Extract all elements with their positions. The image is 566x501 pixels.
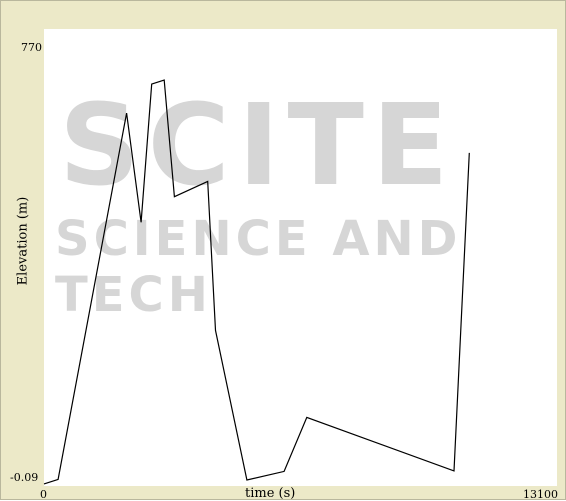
y-axis-label: Elevation (m) — [15, 196, 31, 286]
elevation-line — [43, 79, 470, 485]
y-tick-label-min: -0.09 — [10, 471, 39, 484]
plot-area — [44, 29, 557, 486]
x-tick-label-max: 13100 — [523, 488, 558, 501]
y-tick-label-max: 770 — [21, 41, 42, 54]
x-axis-label: time (s) — [245, 486, 296, 501]
x-tick-label-min: 0 — [40, 488, 47, 501]
